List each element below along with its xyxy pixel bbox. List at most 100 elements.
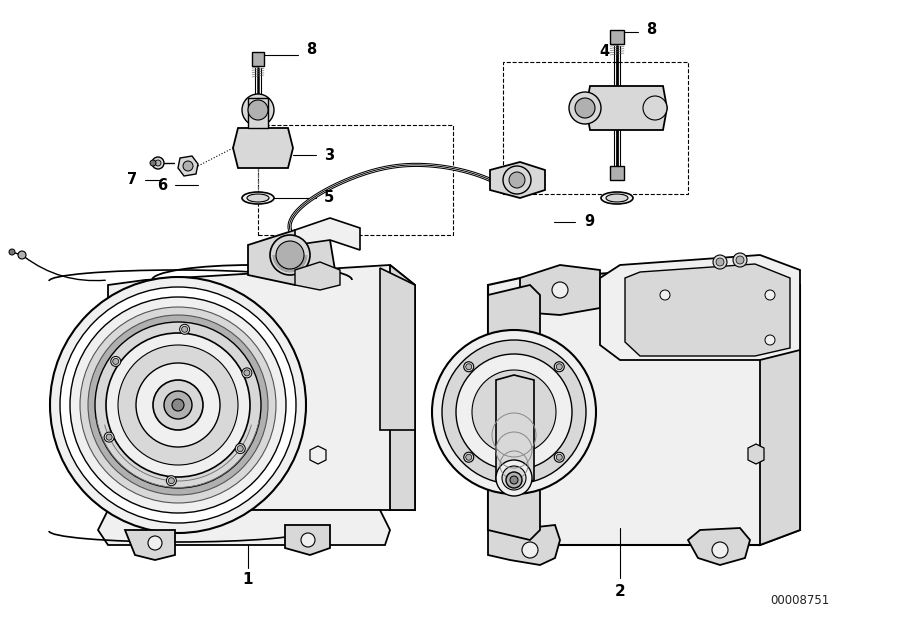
Ellipse shape bbox=[242, 192, 274, 204]
Polygon shape bbox=[488, 285, 540, 540]
Circle shape bbox=[765, 335, 775, 345]
Polygon shape bbox=[490, 162, 545, 198]
Circle shape bbox=[180, 324, 190, 334]
Circle shape bbox=[183, 161, 193, 171]
Circle shape bbox=[472, 370, 556, 454]
Circle shape bbox=[736, 256, 744, 264]
Circle shape bbox=[148, 536, 162, 550]
Circle shape bbox=[153, 380, 203, 430]
Circle shape bbox=[166, 476, 176, 486]
Circle shape bbox=[301, 533, 315, 547]
Polygon shape bbox=[688, 528, 750, 565]
Circle shape bbox=[136, 363, 220, 447]
Circle shape bbox=[522, 542, 538, 558]
Circle shape bbox=[276, 241, 304, 269]
Polygon shape bbox=[125, 530, 175, 560]
Polygon shape bbox=[600, 255, 800, 360]
Circle shape bbox=[496, 460, 532, 496]
Circle shape bbox=[509, 172, 525, 188]
Bar bbox=[258, 125, 453, 235]
Polygon shape bbox=[520, 265, 600, 315]
Polygon shape bbox=[252, 52, 264, 66]
Text: 5: 5 bbox=[324, 190, 334, 206]
Text: 9: 9 bbox=[584, 215, 594, 229]
Circle shape bbox=[432, 330, 596, 494]
Circle shape bbox=[150, 160, 156, 166]
Text: 1: 1 bbox=[243, 573, 253, 587]
Polygon shape bbox=[380, 268, 415, 430]
Circle shape bbox=[60, 287, 296, 523]
Circle shape bbox=[80, 307, 276, 503]
Circle shape bbox=[465, 454, 472, 460]
Polygon shape bbox=[98, 510, 390, 545]
Circle shape bbox=[765, 290, 775, 300]
Polygon shape bbox=[108, 265, 415, 510]
Polygon shape bbox=[488, 265, 800, 545]
Circle shape bbox=[182, 326, 187, 332]
Polygon shape bbox=[178, 156, 198, 176]
Text: 7: 7 bbox=[127, 173, 137, 187]
Circle shape bbox=[112, 358, 119, 364]
Circle shape bbox=[660, 290, 670, 300]
Circle shape bbox=[575, 98, 595, 118]
Circle shape bbox=[510, 476, 518, 484]
Polygon shape bbox=[586, 86, 667, 130]
Circle shape bbox=[242, 368, 252, 378]
Polygon shape bbox=[496, 375, 534, 487]
Circle shape bbox=[506, 472, 522, 488]
Circle shape bbox=[554, 452, 564, 462]
Circle shape bbox=[464, 452, 473, 462]
Polygon shape bbox=[760, 265, 800, 545]
Circle shape bbox=[552, 282, 568, 298]
Polygon shape bbox=[285, 525, 330, 555]
Circle shape bbox=[244, 370, 250, 376]
Text: 00008751: 00008751 bbox=[770, 594, 830, 606]
Text: 8: 8 bbox=[306, 43, 316, 58]
Circle shape bbox=[712, 542, 728, 558]
Polygon shape bbox=[233, 128, 293, 168]
Polygon shape bbox=[610, 30, 624, 44]
Circle shape bbox=[238, 446, 243, 451]
Text: 6: 6 bbox=[157, 178, 167, 192]
Circle shape bbox=[569, 92, 601, 124]
Circle shape bbox=[713, 255, 727, 269]
Circle shape bbox=[270, 235, 310, 275]
Text: 3: 3 bbox=[324, 147, 334, 163]
Circle shape bbox=[502, 466, 526, 490]
Polygon shape bbox=[748, 444, 764, 464]
Circle shape bbox=[464, 362, 473, 371]
Polygon shape bbox=[390, 265, 415, 510]
Polygon shape bbox=[310, 446, 326, 464]
Circle shape bbox=[168, 478, 175, 484]
Circle shape bbox=[442, 340, 586, 484]
Circle shape bbox=[104, 432, 114, 442]
Circle shape bbox=[235, 444, 246, 453]
Circle shape bbox=[733, 253, 747, 267]
Circle shape bbox=[155, 160, 161, 166]
Ellipse shape bbox=[601, 192, 633, 204]
Circle shape bbox=[88, 315, 268, 495]
Polygon shape bbox=[248, 230, 335, 285]
Circle shape bbox=[118, 345, 238, 465]
Bar bbox=[503, 62, 688, 194]
Polygon shape bbox=[610, 166, 624, 180]
Circle shape bbox=[556, 454, 562, 460]
Polygon shape bbox=[488, 525, 560, 565]
Ellipse shape bbox=[247, 194, 269, 202]
Circle shape bbox=[643, 96, 667, 120]
Text: 4: 4 bbox=[598, 44, 609, 60]
Circle shape bbox=[50, 277, 306, 533]
Polygon shape bbox=[295, 262, 340, 290]
Polygon shape bbox=[625, 264, 790, 356]
Polygon shape bbox=[248, 98, 268, 128]
Circle shape bbox=[106, 434, 112, 440]
Circle shape bbox=[95, 322, 261, 488]
Circle shape bbox=[456, 354, 572, 470]
Circle shape bbox=[9, 249, 15, 255]
Circle shape bbox=[111, 356, 121, 366]
Circle shape bbox=[248, 100, 268, 120]
Text: 8: 8 bbox=[646, 22, 656, 37]
Ellipse shape bbox=[606, 194, 628, 202]
Circle shape bbox=[554, 362, 564, 371]
Circle shape bbox=[18, 251, 26, 259]
